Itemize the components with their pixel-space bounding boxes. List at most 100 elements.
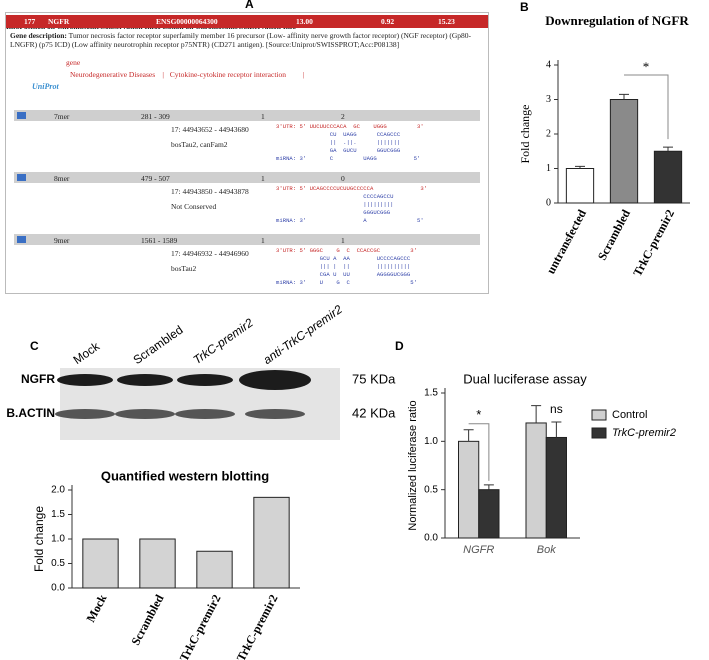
alignment-line: ||| | || |||||||||| <box>276 263 411 270</box>
band <box>117 374 173 386</box>
legend-swatch <box>591 427 607 439</box>
label: Gene description: <box>10 31 67 40</box>
legend-swatch <box>591 409 607 421</box>
lane-label: anti-TrkC-premir2 <box>261 302 346 367</box>
panel-label: D <box>395 339 404 353</box>
y-axis-label: Fold change <box>518 105 532 164</box>
header-cell: 15.23 <box>438 17 455 26</box>
row-bar: 7mer 281 - 309 1 2 <box>14 110 480 121</box>
bar <box>478 489 500 539</box>
x-tick-label: anti-TrkC-premir2 <box>222 592 280 660</box>
y-tick-label: 2 <box>546 128 551 139</box>
cell: 7mer <box>54 112 70 121</box>
header-cell: NGFR <box>48 17 70 26</box>
alignment-line: miRNA: 3' C UAGG 5' <box>276 155 421 162</box>
expand-button <box>17 174 26 181</box>
row-label: NGFR <box>21 372 55 386</box>
chart: Dual luciferase assay Normalized lucifera… <box>407 371 676 555</box>
header-cell: ENSG00000064300 <box>156 17 218 26</box>
bar <box>458 440 480 539</box>
y-tick-label: 1.0 <box>424 436 438 447</box>
bar <box>253 496 290 589</box>
panel-label: B <box>520 0 529 14</box>
value: 17: 44943652 - 44943680 <box>171 125 249 134</box>
header-cell: 13.00 <box>296 17 313 26</box>
cell: 1561 - 1589 <box>141 236 178 245</box>
y-tick-label: 2.0 <box>51 485 65 496</box>
y-tick-label: 0.5 <box>424 484 438 495</box>
cell: 1 <box>341 236 345 245</box>
band <box>177 374 233 386</box>
bar <box>525 422 547 539</box>
bar <box>565 168 595 204</box>
alignment-line: miRNA: 3' U G C 5' <box>276 279 417 286</box>
x-tick-label: TrkC-premir2 <box>630 207 677 279</box>
x-tick-label: Scrambled <box>128 592 166 648</box>
link: Cytokine-cytokine receptor interaction <box>169 70 287 79</box>
annotation: * <box>476 407 481 422</box>
lane-label: TrkC-premir2 <box>191 315 256 367</box>
x-tick-label: NGFR <box>463 544 494 556</box>
text: Tumor necrosis factor receptor superfami… <box>10 31 471 49</box>
link: | <box>162 70 164 79</box>
cell: 2 <box>341 112 345 121</box>
cell: 281 - 309 <box>141 112 170 121</box>
band <box>175 409 235 419</box>
y-tick-label: 0.0 <box>51 583 65 594</box>
alignment-line: 3'UTR: 5' UCAGCCCCUCUUGCCCCCA 3' <box>276 185 428 192</box>
link: gene <box>66 58 81 67</box>
lane-label: Scrambled <box>131 323 186 367</box>
panel-label: C <box>30 339 39 353</box>
alignment-line: ||||||||| <box>276 201 394 208</box>
error-bar <box>531 405 542 423</box>
alignment-line: 3'UTR: 5' GGGC G C CCACCGC 3' <box>276 247 417 254</box>
header-bar: 177 NGFR ENSG00000064300 13.00 0.92 15.23 <box>6 15 488 28</box>
size-label: 42 KDa <box>352 405 396 420</box>
y-tick-label: 0.0 <box>424 533 438 544</box>
y-axis-label: Normalized luciferase ratio <box>407 400 419 530</box>
error-bar <box>551 421 562 438</box>
x-tick-label: untransfected <box>544 207 590 276</box>
y-tick-label: 0.5 <box>51 558 65 569</box>
band <box>55 409 115 419</box>
cell: 479 - 507 <box>141 174 170 183</box>
size-label: 75 KDa <box>352 371 396 386</box>
value: bosTau2, canFam2 <box>171 140 228 149</box>
chart-title: Quantified western blotting <box>101 468 269 483</box>
value: 17: 44946932 - 44946960 <box>171 249 249 258</box>
error-bar <box>483 484 494 490</box>
x-tick-label: Scrambled <box>595 207 633 263</box>
band <box>115 409 175 419</box>
chart: Downregulation of NGFR Fold change 0 1 2 3 4 un… <box>518 13 690 279</box>
alignment-line: miRNA: 3' A 5' <box>276 217 424 224</box>
annotation: * <box>643 59 650 74</box>
band <box>57 374 113 386</box>
value: bosTau2 <box>171 264 197 273</box>
lane-label: Mock <box>71 339 103 367</box>
cell: 9mer <box>54 236 70 245</box>
significance-bracket <box>624 74 669 140</box>
significance-bracket <box>468 423 490 481</box>
legend-label: Control <box>612 409 647 421</box>
alignment-line: || .||. ||||||| <box>276 139 401 146</box>
y-tick-label: 0 <box>546 197 551 208</box>
error-bar <box>663 146 673 152</box>
x-tick-label: TrkC-premir2 <box>177 592 224 660</box>
cell: 1 <box>261 112 265 121</box>
error-bar <box>575 165 585 169</box>
row-bar: 8mer 479 - 507 1 0 <box>14 172 480 183</box>
alignment-line: GA GUCU GGUCGGG <box>276 147 401 154</box>
x-tick-label: Bok <box>537 544 556 556</box>
link: Neurodegenerative Diseases <box>70 70 156 79</box>
bar <box>609 99 639 204</box>
alignment-line: CU UAGG CCAGCCC <box>276 131 401 138</box>
row-label: B.ACTIN <box>6 406 55 420</box>
link: | <box>303 70 305 79</box>
error-bar <box>619 93 629 100</box>
chart-title: Downregulation of NGFR <box>545 13 689 28</box>
panel-label: A <box>245 0 254 11</box>
cell: 8mer <box>54 174 70 183</box>
annotation: ns <box>550 402 563 416</box>
row-bar: 9mer 1561 - 1589 1 1 <box>14 234 480 245</box>
